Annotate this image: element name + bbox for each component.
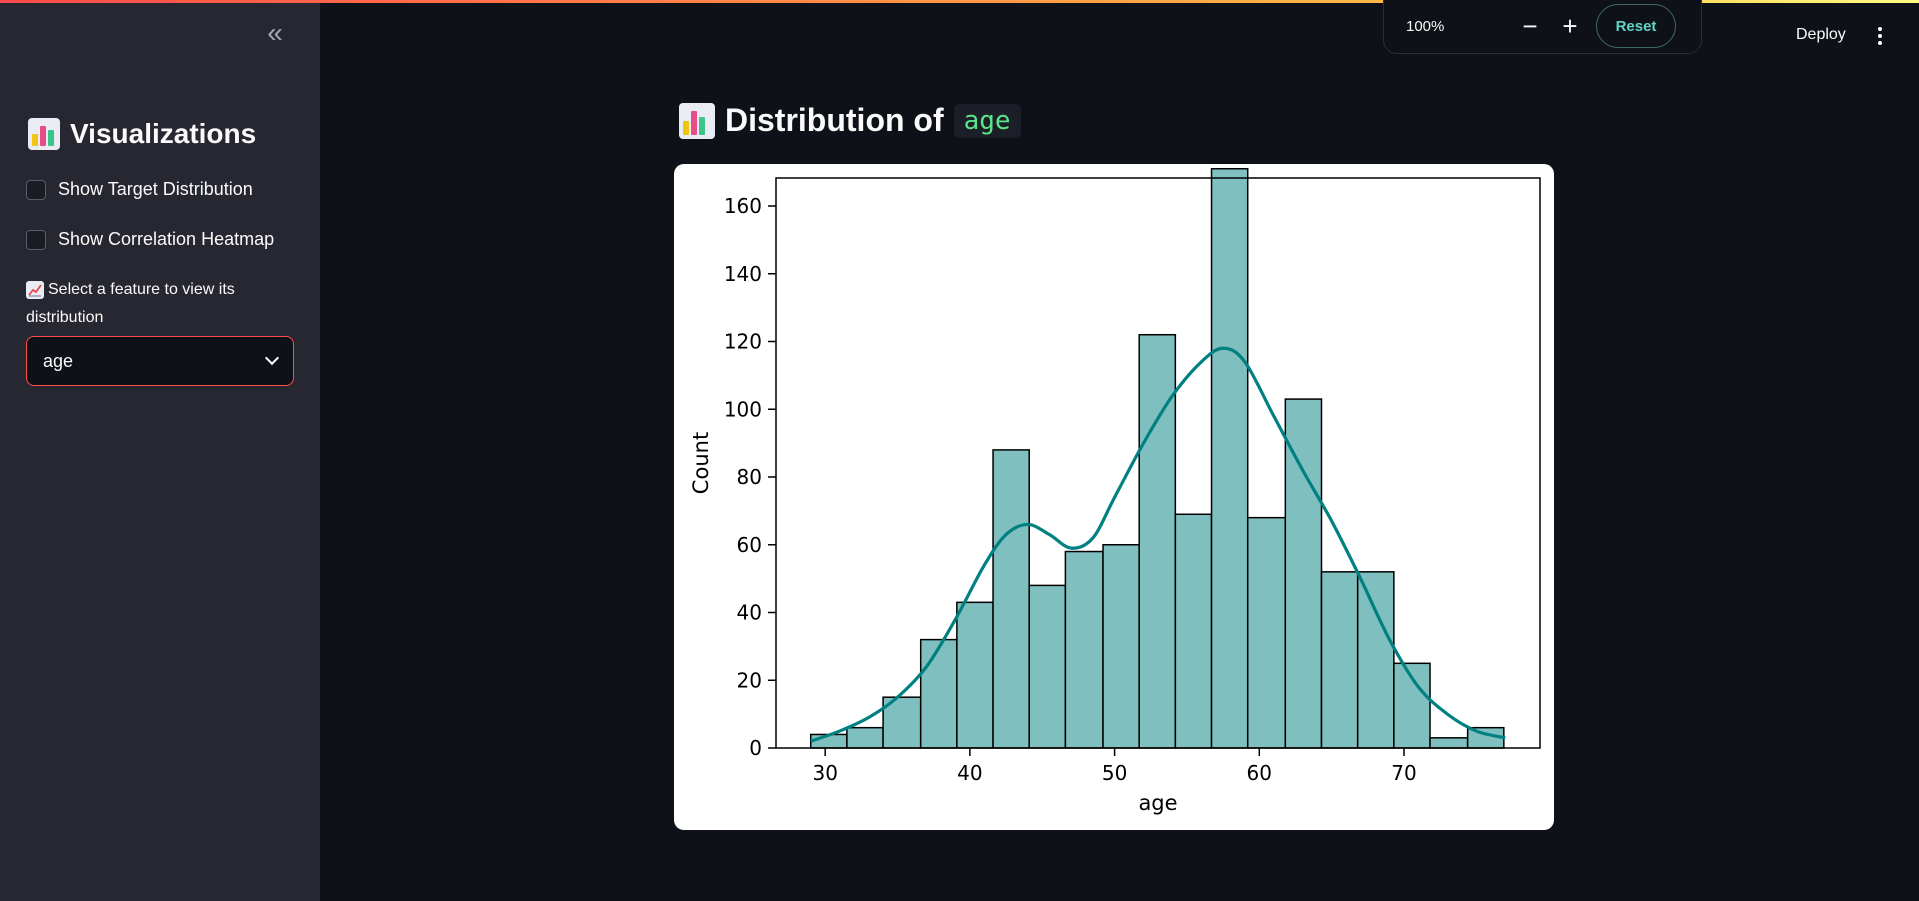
histogram-bar <box>1064 550 1104 749</box>
histogram-bar <box>1174 513 1213 749</box>
zoom-in-button[interactable]: + <box>1562 10 1578 41</box>
histogram-bar <box>1429 737 1469 749</box>
checkbox-box[interactable] <box>26 229 46 250</box>
checkbox-box[interactable] <box>26 179 46 200</box>
page-title: Distribution of age <box>679 102 1021 139</box>
y-tick-label: 120 <box>724 330 762 354</box>
x-tick-label: 40 <box>957 761 982 785</box>
sidebar-title-text: Visualizations <box>70 118 257 149</box>
histogram-bar <box>1356 571 1395 749</box>
feature-select[interactable]: age <box>26 336 294 386</box>
histogram-bar <box>992 449 1030 749</box>
zoom-toolbar: 100% − + Reset <box>1383 0 1702 54</box>
chart-increasing-icon <box>26 281 44 299</box>
histogram-bar <box>1028 584 1067 749</box>
histogram-bar <box>956 601 994 749</box>
zoom-out-button[interactable]: − <box>1522 10 1538 41</box>
page-title-text: Distribution of <box>725 102 944 138</box>
top-decoration-bar <box>0 0 1919 3</box>
double-chevron-left-icon[interactable]: « <box>267 17 283 48</box>
histogram-chart: 0 20 40 60 80 100 120 140 160 30 40 50 60 70 age Count <box>689 167 1541 815</box>
deploy-button[interactable]: Deploy <box>1796 26 1846 43</box>
y-tick-label: 140 <box>724 262 762 286</box>
y-tick-label: 0 <box>749 736 762 760</box>
y-tick-label: 40 <box>737 601 762 625</box>
kde-line <box>810 346 1506 743</box>
sidebar: « Visualizations Show Target Distributio… <box>0 0 320 901</box>
y-tick-label: 60 <box>737 533 762 557</box>
checkbox-label: Show Correlation Heatmap <box>58 229 275 249</box>
y-tick-label: 100 <box>724 397 762 421</box>
histogram-bar <box>1320 571 1359 749</box>
reset-zoom-button[interactable]: Reset <box>1596 4 1676 48</box>
chevron-down-icon <box>264 350 280 366</box>
sidebar-title: Visualizations <box>28 118 256 150</box>
x-tick-label: 30 <box>812 761 837 785</box>
histogram-bar <box>1102 544 1140 749</box>
x-tick-label: 70 <box>1391 761 1416 785</box>
more-options-icon[interactable] <box>1872 24 1888 48</box>
y-tick-label: 20 <box>737 668 762 692</box>
feature-select-label: Select a feature to view its distributio… <box>26 281 235 326</box>
histogram-chart-card: 0 20 40 60 80 100 120 140 160 30 40 50 60 70 age Count <box>674 164 1554 830</box>
show-target-distribution-checkbox[interactable]: Show Target Distribution <box>26 179 253 200</box>
x-tick-label: 50 <box>1102 761 1127 785</box>
checkbox-label: Show Target Distribution <box>58 179 253 199</box>
x-tick-label: 60 <box>1247 761 1272 785</box>
y-axis-label: Count <box>689 432 713 494</box>
x-axis-label: age <box>1138 791 1177 815</box>
bar-chart-icon <box>28 118 60 150</box>
zoom-level: 100% <box>1406 17 1445 35</box>
histogram-bar <box>1246 516 1287 749</box>
show-correlation-heatmap-checkbox[interactable]: Show Correlation Heatmap <box>26 229 274 250</box>
histogram-bar <box>919 638 958 749</box>
feature-code-chip: age <box>953 103 1021 138</box>
bar-chart-icon <box>679 102 715 139</box>
feature-select-value: age <box>43 350 74 371</box>
y-tick-label: 80 <box>737 465 762 489</box>
plot-frame <box>775 177 1541 749</box>
histogram-bar <box>1210 167 1249 749</box>
histogram-bar <box>846 726 884 749</box>
y-tick-label: 160 <box>724 194 762 218</box>
